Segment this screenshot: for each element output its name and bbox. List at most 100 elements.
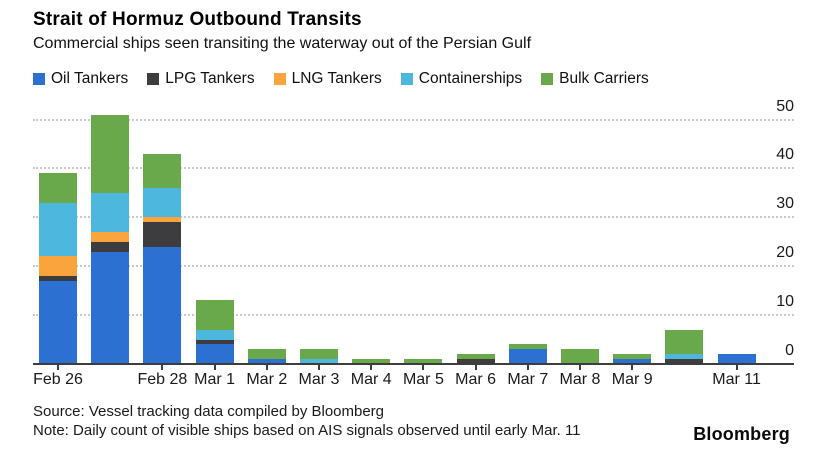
legend-item-bulk-carriers: Bulk Carriers [541, 70, 649, 88]
x-axis-tick [161, 365, 164, 370]
x-axis-label-mar-5: Mar 5 [402, 371, 444, 388]
bar-segment-bulk-carriers [300, 349, 338, 360]
x-axis-line [33, 363, 794, 365]
bar-segment-lng-tankers [39, 256, 77, 276]
x-axis-tick [213, 365, 216, 370]
bar-segment-oil-tankers [91, 251, 130, 364]
legend-label: Bulk Carriers [559, 70, 649, 87]
y-axis-label-0: 0 [785, 342, 794, 359]
bar-segment-lpg-tankers [143, 222, 182, 247]
x-axis-tick [57, 365, 59, 370]
y-axis-label-20: 20 [776, 244, 794, 262]
bloomberg-logo: Bloomberg [693, 424, 790, 444]
legend-label: Oil Tankers [51, 70, 129, 87]
chart-title: Strait of Hormuz Outbound Transits [33, 9, 362, 30]
gridline-30 [33, 216, 794, 219]
chart-subtitle: Commercial ships seen transiting the wat… [33, 35, 532, 52]
gridline-10 [33, 314, 794, 317]
legend-swatch-icon [400, 73, 413, 85]
bar-mar-5 [404, 359, 443, 364]
bar-segment-oil-tankers [508, 349, 547, 364]
x-axis-label-mar-2: Mar 2 [246, 371, 288, 388]
bar-segment-lpg-tankers [665, 359, 704, 364]
bar-segment-oil-tankers [717, 354, 756, 364]
source-note: Source: Vessel tracking data compiled by… [33, 403, 385, 420]
bar-mar-8 [561, 349, 599, 364]
bar-segment-oil-tankers [247, 359, 286, 364]
bar-segment-lpg-tankers [91, 241, 130, 252]
x-axis-label-mar-9: Mar 9 [611, 371, 653, 388]
x-axis-label-feb-28: Feb 28 [137, 371, 188, 388]
bar-segment-bulk-carriers [39, 173, 77, 203]
legend-label: LPG Tankers [165, 70, 255, 87]
bar-segment-bulk-carriers [91, 114, 130, 193]
bar-mar-3 [300, 349, 338, 364]
y-axis-label-30: 30 [776, 195, 794, 213]
bar-segment-lpg-tankers [456, 359, 495, 364]
bar-segment-oil-tankers [143, 246, 182, 364]
bar-feb-28 [143, 153, 182, 364]
y-axis-label-50: 50 [776, 97, 794, 115]
legend-item-oil-tankers: Oil Tankers [33, 70, 128, 88]
bar-segment-containerships [195, 329, 234, 340]
gridline-40 [33, 167, 794, 170]
x-axis-label-mar-4: Mar 4 [350, 371, 392, 388]
bar-segment-bulk-carriers [404, 359, 443, 364]
bar-segment-oil-tankers [39, 280, 77, 364]
legend-swatch-icon [273, 73, 286, 85]
bar-mar-6 [456, 354, 495, 364]
legend-label: Containerships [418, 70, 523, 87]
legend-label: LNG Tankers [291, 70, 382, 87]
x-axis-label-mar-8: Mar 8 [559, 371, 601, 388]
x-axis-tick [579, 365, 581, 370]
bar-segment-lpg-tankers [39, 275, 77, 281]
legend-swatch-icon [33, 73, 45, 85]
x-axis-label-mar-6: Mar 6 [455, 371, 497, 388]
bar-segment-bulk-carriers [143, 153, 182, 188]
bar-segment-bulk-carriers [508, 344, 547, 350]
bar-mar-4 [352, 359, 391, 364]
bar-segment-lpg-tankers [195, 339, 234, 345]
legend-item-lng-tankers: LNG Tankers [273, 70, 382, 88]
legend-item-lpg-tankers: LPG Tankers [147, 70, 255, 88]
gridline-50 [33, 118, 794, 121]
bar-segment-bulk-carriers [561, 349, 599, 364]
x-axis-tick [318, 365, 320, 370]
legend-item-containerships: Containerships [400, 70, 523, 88]
x-axis-label-mar-3: Mar 3 [298, 371, 340, 388]
x-axis-tick [735, 365, 738, 370]
x-axis-tick [422, 365, 425, 370]
legend-swatch-icon [541, 73, 554, 85]
y-axis-label-10: 10 [776, 293, 794, 311]
bar-segment-lng-tankers [91, 231, 130, 242]
gridline-20 [33, 265, 794, 268]
bar-mar-7 [508, 344, 547, 364]
bar-mar-11 [717, 354, 756, 364]
bar-segment-containerships [665, 354, 704, 360]
x-axis-tick [631, 365, 634, 370]
bar-segment-bulk-carriers [195, 300, 234, 330]
x-axis-label-mar-11: Mar 11 [712, 371, 761, 388]
x-axis-tick [265, 365, 268, 370]
bar-segment-containerships [91, 192, 130, 232]
x-axis-tick [526, 365, 529, 370]
bar-segment-containerships [300, 359, 338, 364]
bar-segment-lng-tankers [143, 217, 182, 223]
bar-segment-containerships [39, 202, 77, 257]
bar-feb-27 [91, 114, 130, 364]
bar-segment-oil-tankers [613, 359, 652, 364]
x-axis-label-feb-26: Feb 26 [33, 371, 83, 388]
bar-segment-bulk-carriers [665, 329, 704, 355]
bar-segment-containerships [143, 187, 182, 218]
bar-feb-26 [39, 173, 77, 364]
x-axis-tick [474, 365, 477, 370]
x-axis-label-mar-7: Mar 7 [507, 371, 549, 388]
x-axis-tick [370, 365, 373, 370]
bar-segment-bulk-carriers [456, 354, 495, 360]
bar-mar-1 [195, 300, 234, 364]
legend-swatch-icon [147, 73, 160, 85]
bar-mar-9 [613, 354, 652, 364]
bar-segment-bulk-carriers [247, 349, 286, 360]
legend: Oil Tankers LPG Tankers LNG Tankers Contain… [33, 70, 649, 88]
